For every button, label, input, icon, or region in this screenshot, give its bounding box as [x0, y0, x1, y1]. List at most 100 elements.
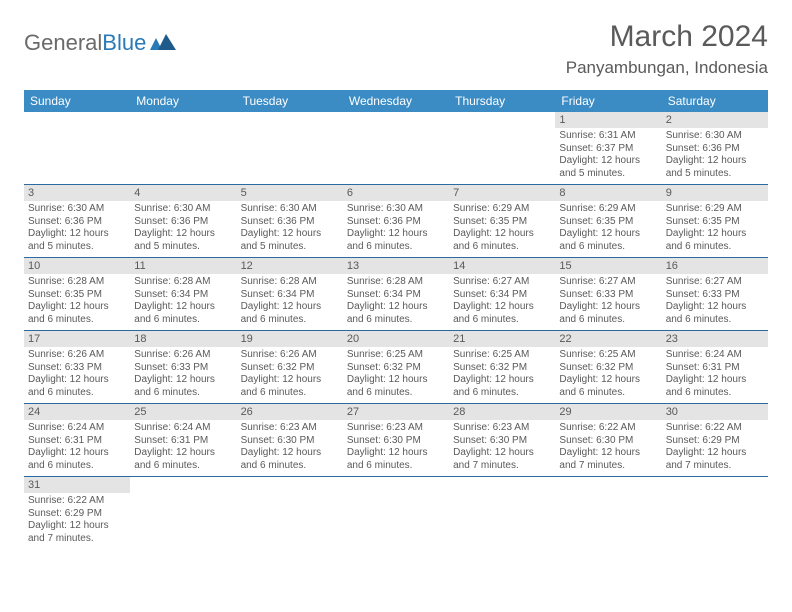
- calendar-cell: 31Sunrise: 6:22 AMSunset: 6:29 PMDayligh…: [24, 477, 130, 550]
- day-number: 8: [555, 185, 661, 201]
- day-number: 15: [555, 258, 661, 274]
- calendar-cell: 14Sunrise: 6:27 AMSunset: 6:34 PMDayligh…: [449, 258, 555, 331]
- calendar-cell: 25Sunrise: 6:24 AMSunset: 6:31 PMDayligh…: [130, 404, 236, 477]
- day-info: Sunrise: 6:26 AMSunset: 6:33 PMDaylight:…: [130, 347, 236, 403]
- day-number: 23: [662, 331, 768, 347]
- day-info: Sunrise: 6:29 AMSunset: 6:35 PMDaylight:…: [555, 201, 661, 257]
- calendar-cell: 8Sunrise: 6:29 AMSunset: 6:35 PMDaylight…: [555, 185, 661, 258]
- day-number: 24: [24, 404, 130, 420]
- calendar-body: 1Sunrise: 6:31 AMSunset: 6:37 PMDaylight…: [24, 112, 768, 549]
- day-number: 20: [343, 331, 449, 347]
- calendar-cell: 24Sunrise: 6:24 AMSunset: 6:31 PMDayligh…: [24, 404, 130, 477]
- day-info: Sunrise: 6:24 AMSunset: 6:31 PMDaylight:…: [130, 420, 236, 476]
- day-info: Sunrise: 6:28 AMSunset: 6:34 PMDaylight:…: [130, 274, 236, 330]
- calendar-cell: [449, 477, 555, 550]
- calendar-cell: 1Sunrise: 6:31 AMSunset: 6:37 PMDaylight…: [555, 112, 661, 185]
- day-info: Sunrise: 6:25 AMSunset: 6:32 PMDaylight:…: [343, 347, 449, 403]
- day-info: Sunrise: 6:30 AMSunset: 6:36 PMDaylight:…: [343, 201, 449, 257]
- calendar-cell: 2Sunrise: 6:30 AMSunset: 6:36 PMDaylight…: [662, 112, 768, 185]
- calendar-row: 3 Sunrise: 6:30 AMSunset: 6:36 PMDaylight…: [24, 185, 768, 258]
- day-info: Sunrise: 6:28 AMSunset: 6:34 PMDaylight:…: [343, 274, 449, 330]
- day-number: 2: [662, 112, 768, 128]
- day-number: 16: [662, 258, 768, 274]
- calendar-cell: 17Sunrise: 6:26 AMSunset: 6:33 PMDayligh…: [24, 331, 130, 404]
- day-info: Sunrise: 6:25 AMSunset: 6:32 PMDaylight:…: [449, 347, 555, 403]
- day-info: Sunrise: 6:23 AMSunset: 6:30 PMDaylight:…: [237, 420, 343, 476]
- day-number: 4: [130, 185, 236, 201]
- day-header: Sunday: [24, 90, 130, 112]
- day-number: 14: [449, 258, 555, 274]
- day-number: 11: [130, 258, 236, 274]
- day-info: Sunrise: 6:31 AMSunset: 6:37 PMDaylight:…: [555, 128, 661, 184]
- day-info: Sunrise: 6:22 AMSunset: 6:30 PMDaylight:…: [555, 420, 661, 476]
- calendar-cell: 11Sunrise: 6:28 AMSunset: 6:34 PMDayligh…: [130, 258, 236, 331]
- day-info: Sunrise: 6:22 AMSunset: 6:29 PMDaylight:…: [662, 420, 768, 476]
- logo: GeneralBlue: [24, 20, 176, 56]
- day-header: Tuesday: [237, 90, 343, 112]
- day-info: Sunrise: 6:27 AMSunset: 6:33 PMDaylight:…: [662, 274, 768, 330]
- calendar-cell: 7Sunrise: 6:29 AMSunset: 6:35 PMDaylight…: [449, 185, 555, 258]
- calendar-cell: 21Sunrise: 6:25 AMSunset: 6:32 PMDayligh…: [449, 331, 555, 404]
- day-header: Monday: [130, 90, 236, 112]
- calendar-cell: 9Sunrise: 6:29 AMSunset: 6:35 PMDaylight…: [662, 185, 768, 258]
- day-header: Saturday: [662, 90, 768, 112]
- day-info: Sunrise: 6:26 AMSunset: 6:33 PMDaylight:…: [24, 347, 130, 403]
- day-number: 25: [130, 404, 236, 420]
- day-header: Wednesday: [343, 90, 449, 112]
- day-info: Sunrise: 6:27 AMSunset: 6:34 PMDaylight:…: [449, 274, 555, 330]
- day-number: 30: [662, 404, 768, 420]
- calendar-cell: 23Sunrise: 6:24 AMSunset: 6:31 PMDayligh…: [662, 331, 768, 404]
- day-info: Sunrise: 6:30 AMSunset: 6:36 PMDaylight:…: [237, 201, 343, 257]
- day-number: 9: [662, 185, 768, 201]
- logo-text-general: General: [24, 30, 102, 56]
- day-number: 29: [555, 404, 661, 420]
- calendar-row: 10Sunrise: 6:28 AMSunset: 6:35 PMDayligh…: [24, 258, 768, 331]
- day-info: Sunrise: 6:23 AMSunset: 6:30 PMDaylight:…: [343, 420, 449, 476]
- header: GeneralBlue March 2024 Panyambungan, Ind…: [24, 20, 768, 78]
- calendar-cell: 26Sunrise: 6:23 AMSunset: 6:30 PMDayligh…: [237, 404, 343, 477]
- calendar-cell: 22Sunrise: 6:25 AMSunset: 6:32 PMDayligh…: [555, 331, 661, 404]
- logo-text-blue: Blue: [102, 30, 146, 56]
- calendar-table: Sunday Monday Tuesday Wednesday Thursday…: [24, 90, 768, 549]
- day-number: 19: [237, 331, 343, 347]
- calendar-cell: 12Sunrise: 6:28 AMSunset: 6:34 PMDayligh…: [237, 258, 343, 331]
- day-number: 21: [449, 331, 555, 347]
- calendar-cell: [662, 477, 768, 550]
- day-header: Thursday: [449, 90, 555, 112]
- calendar-cell: 5Sunrise: 6:30 AMSunset: 6:36 PMDaylight…: [237, 185, 343, 258]
- day-number: 31: [24, 477, 130, 493]
- logo-flag-icon: [150, 34, 176, 52]
- day-number: 28: [449, 404, 555, 420]
- calendar-cell: [343, 112, 449, 185]
- day-header-row: Sunday Monday Tuesday Wednesday Thursday…: [24, 90, 768, 112]
- day-info: Sunrise: 6:27 AMSunset: 6:33 PMDaylight:…: [555, 274, 661, 330]
- day-number: 7: [449, 185, 555, 201]
- month-title: March 2024: [566, 20, 768, 54]
- calendar-cell: [237, 112, 343, 185]
- day-info: Sunrise: 6:23 AMSunset: 6:30 PMDaylight:…: [449, 420, 555, 476]
- calendar-cell: 28Sunrise: 6:23 AMSunset: 6:30 PMDayligh…: [449, 404, 555, 477]
- calendar-cell: [343, 477, 449, 550]
- day-info: Sunrise: 6:29 AMSunset: 6:35 PMDaylight:…: [662, 201, 768, 257]
- day-info: Sunrise: 6:22 AMSunset: 6:29 PMDaylight:…: [24, 493, 130, 549]
- calendar-cell: [449, 112, 555, 185]
- calendar-cell: 4Sunrise: 6:30 AMSunset: 6:36 PMDaylight…: [130, 185, 236, 258]
- day-number: 1: [555, 112, 661, 128]
- day-info: Sunrise: 6:24 AMSunset: 6:31 PMDaylight:…: [662, 347, 768, 403]
- calendar-cell: 29Sunrise: 6:22 AMSunset: 6:30 PMDayligh…: [555, 404, 661, 477]
- calendar-cell: 18Sunrise: 6:26 AMSunset: 6:33 PMDayligh…: [130, 331, 236, 404]
- calendar-cell: 3Sunrise: 6:30 AMSunset: 6:36 PMDaylight…: [24, 185, 130, 258]
- day-number: 6: [343, 185, 449, 201]
- day-number: 26: [237, 404, 343, 420]
- day-number: 5: [237, 185, 343, 201]
- day-info: Sunrise: 6:29 AMSunset: 6:35 PMDaylight:…: [449, 201, 555, 257]
- title-block: March 2024 Panyambungan, Indonesia: [566, 20, 768, 78]
- day-number: 22: [555, 331, 661, 347]
- calendar-cell: [130, 477, 236, 550]
- day-info: Sunrise: 6:25 AMSunset: 6:32 PMDaylight:…: [555, 347, 661, 403]
- day-number: 3: [24, 185, 130, 201]
- day-info: Sunrise: 6:26 AMSunset: 6:32 PMDaylight:…: [237, 347, 343, 403]
- calendar-cell: 10Sunrise: 6:28 AMSunset: 6:35 PMDayligh…: [24, 258, 130, 331]
- calendar-row: 1Sunrise: 6:31 AMSunset: 6:37 PMDaylight…: [24, 112, 768, 185]
- calendar-cell: 27Sunrise: 6:23 AMSunset: 6:30 PMDayligh…: [343, 404, 449, 477]
